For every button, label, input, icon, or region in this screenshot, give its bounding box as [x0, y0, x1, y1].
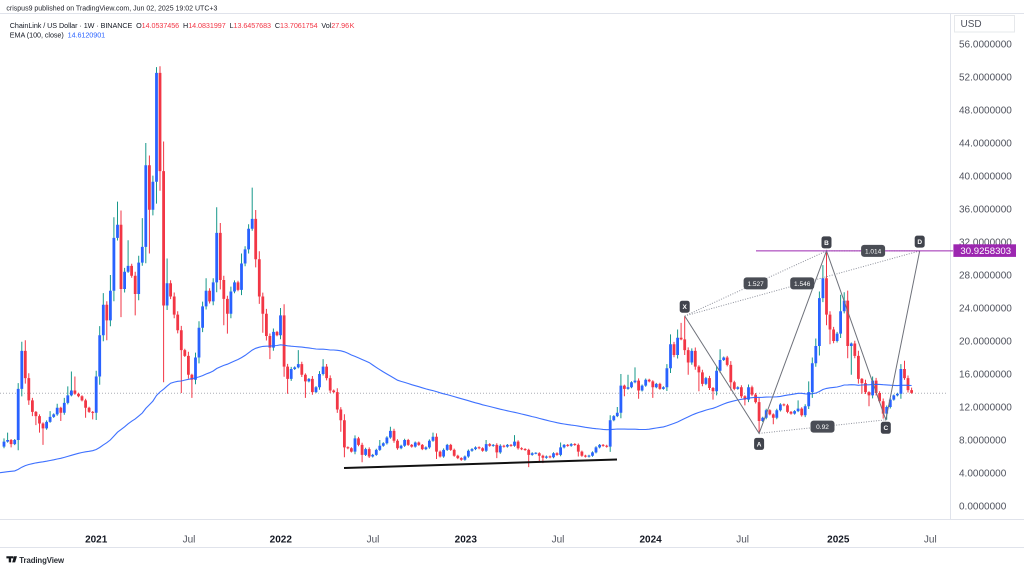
svg-text:0.92: 0.92 [816, 424, 829, 431]
svg-text:USD: USD [961, 19, 982, 30]
svg-text:2022: 2022 [270, 535, 293, 546]
svg-text:44.0000000: 44.0000000 [959, 139, 1012, 150]
svg-text:30.9258303: 30.9258303 [960, 246, 1011, 257]
svg-text:X: X [683, 304, 688, 311]
svg-text:D: D [917, 239, 922, 246]
svg-text:1.527: 1.527 [747, 281, 764, 288]
svg-text:Jul: Jul [367, 535, 380, 546]
svg-text:1.014: 1.014 [865, 248, 882, 255]
svg-text:16.0000000: 16.0000000 [959, 370, 1012, 381]
svg-text:1.546: 1.546 [794, 281, 811, 288]
svg-text:24.0000000: 24.0000000 [959, 304, 1012, 315]
svg-text:B: B [824, 240, 829, 247]
svg-text:A: A [757, 441, 762, 448]
svg-text:0.0000000: 0.0000000 [959, 502, 1007, 513]
svg-text:crispus9 published on TradingV: crispus9 published on TradingView.com, J… [6, 6, 217, 13]
svg-text:52.0000000: 52.0000000 [959, 73, 1012, 84]
svg-text:C: C [883, 425, 888, 432]
svg-text:8.0000000: 8.0000000 [959, 436, 1007, 447]
svg-text:ChainLink / US Dollar · 1W · B: ChainLink / US Dollar · 1W · BINANCE O14… [10, 21, 355, 30]
svg-text:56.0000000: 56.0000000 [959, 40, 1012, 51]
svg-text:48.0000000: 48.0000000 [959, 106, 1012, 117]
svg-text:2021: 2021 [85, 535, 108, 546]
svg-text:32.0000000: 32.0000000 [959, 238, 1012, 249]
svg-text:20.0000000: 20.0000000 [959, 337, 1012, 348]
svg-text:36.0000000: 36.0000000 [959, 205, 1012, 216]
svg-text:2025: 2025 [827, 535, 850, 546]
svg-text:2024: 2024 [639, 535, 662, 546]
svg-text:TradingView: TradingView [19, 556, 65, 565]
svg-text:12.0000000: 12.0000000 [959, 403, 1012, 414]
svg-text:2023: 2023 [455, 535, 478, 546]
svg-text:Jul: Jul [736, 535, 749, 546]
svg-text:Jul: Jul [552, 535, 565, 546]
svg-text:Jul: Jul [924, 535, 937, 546]
svg-text:EMA (100, close) 14.6120901: EMA (100, close) 14.6120901 [10, 30, 105, 39]
svg-text:4.0000000: 4.0000000 [959, 469, 1007, 480]
svg-text:28.0000000: 28.0000000 [959, 271, 1012, 282]
svg-text:40.0000000: 40.0000000 [959, 172, 1012, 183]
svg-text:Jul: Jul [183, 535, 196, 546]
